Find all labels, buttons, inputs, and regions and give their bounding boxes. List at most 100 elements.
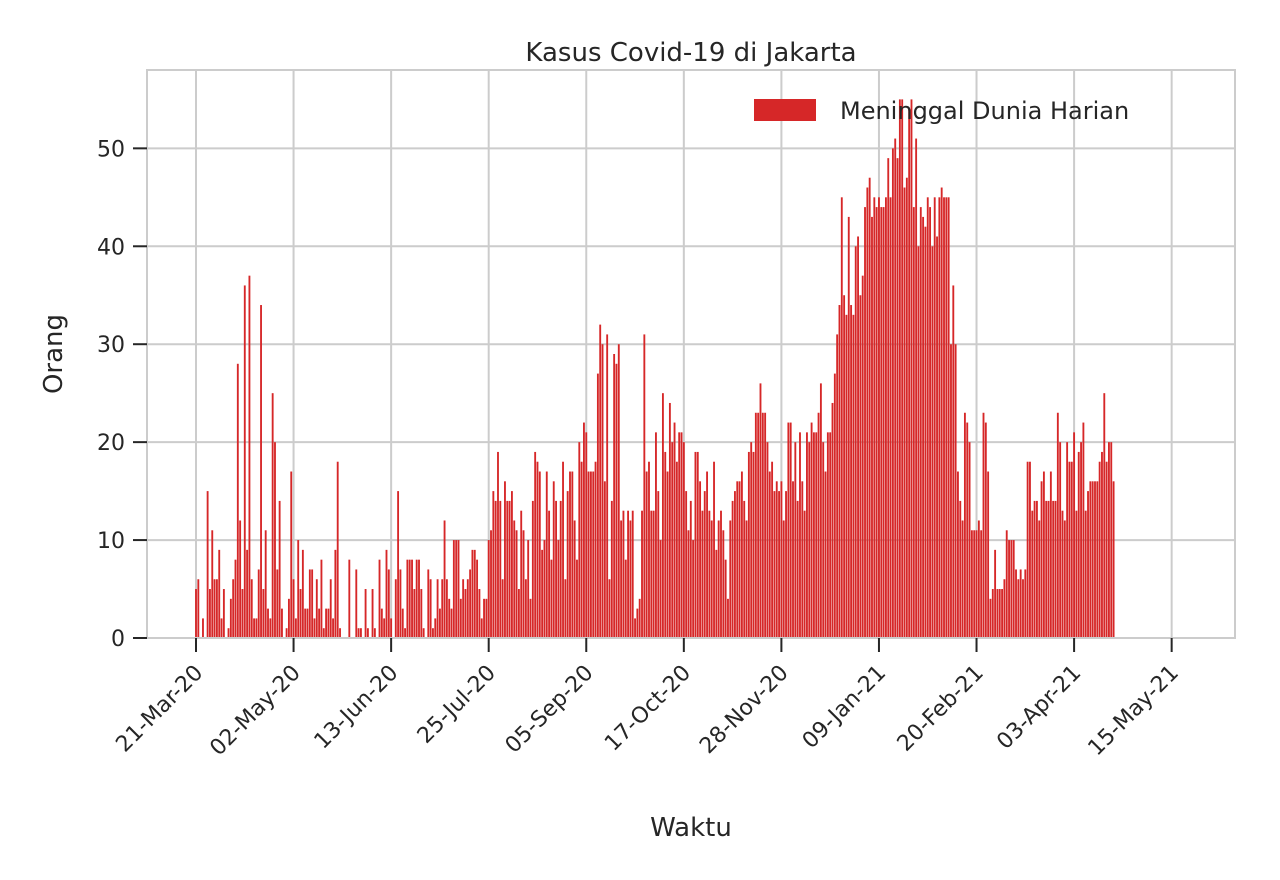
bar	[229, 598, 232, 638]
bar	[861, 275, 864, 638]
bar	[527, 540, 530, 638]
bar	[931, 246, 934, 638]
bar	[1019, 569, 1022, 638]
bar	[253, 618, 256, 638]
bar	[727, 598, 729, 638]
bar	[761, 412, 764, 638]
bar	[936, 236, 938, 639]
bar	[871, 216, 873, 638]
bar	[799, 432, 801, 638]
bar	[896, 158, 899, 638]
bar	[531, 500, 534, 638]
bar	[248, 275, 251, 638]
bar	[508, 500, 511, 638]
bar	[615, 363, 618, 638]
bar	[671, 442, 674, 638]
bar	[664, 451, 667, 638]
bar	[592, 471, 595, 638]
bar	[550, 559, 553, 638]
bar	[713, 461, 715, 638]
bar	[963, 412, 966, 638]
bar	[880, 207, 883, 638]
bar	[889, 197, 892, 638]
bar	[578, 442, 581, 638]
bar	[722, 530, 725, 638]
bar	[833, 373, 836, 638]
bar	[854, 246, 857, 638]
bar	[980, 530, 983, 638]
bar	[564, 579, 567, 638]
bar	[1110, 442, 1113, 638]
bar	[789, 422, 792, 638]
bar	[731, 500, 734, 638]
bar	[415, 559, 418, 638]
bar	[650, 510, 653, 638]
bar	[383, 618, 386, 638]
bar	[499, 500, 502, 638]
bar	[1052, 500, 1055, 638]
bar	[380, 608, 383, 638]
bar	[1033, 500, 1036, 638]
bar	[448, 598, 451, 638]
bar	[687, 530, 690, 638]
bar	[285, 628, 288, 638]
bar	[634, 618, 636, 638]
bar	[1031, 510, 1034, 638]
bar	[817, 412, 820, 638]
bar	[631, 510, 634, 638]
bar	[648, 461, 650, 638]
bar	[236, 363, 239, 638]
bar	[287, 598, 290, 638]
bar	[529, 598, 532, 638]
bar	[703, 491, 706, 638]
bar	[1077, 451, 1080, 638]
bar	[420, 589, 423, 638]
bar	[308, 569, 311, 638]
bar	[629, 520, 632, 638]
bar	[1056, 412, 1059, 638]
bar	[596, 373, 599, 638]
bar	[366, 628, 369, 638]
bar	[603, 481, 606, 638]
bar	[534, 451, 537, 638]
bar	[318, 608, 321, 638]
bar	[794, 442, 797, 638]
bar	[606, 334, 609, 638]
bar	[1001, 589, 1004, 638]
bar	[562, 461, 564, 638]
bar	[922, 216, 925, 638]
bar	[747, 451, 750, 638]
y-axis-title: Orang	[39, 314, 69, 394]
bar	[511, 491, 513, 638]
bar	[1054, 500, 1057, 638]
bar	[682, 442, 685, 638]
bar	[984, 422, 987, 638]
bar	[910, 99, 913, 638]
bar	[1084, 510, 1087, 638]
bar	[1091, 481, 1094, 638]
bar	[852, 314, 855, 638]
bar	[264, 530, 267, 638]
bar	[1070, 461, 1073, 638]
bar	[476, 559, 479, 638]
bar	[994, 549, 997, 638]
legend-swatch	[754, 99, 816, 121]
bar	[750, 442, 753, 638]
bar	[957, 471, 959, 638]
bar	[685, 491, 688, 638]
bar	[276, 569, 279, 638]
bar	[926, 197, 929, 638]
bar	[808, 442, 811, 638]
bar	[520, 510, 523, 638]
bar	[438, 608, 441, 638]
bar	[991, 589, 994, 638]
bar	[555, 500, 557, 638]
bar	[436, 579, 439, 638]
bar	[195, 589, 197, 638]
bar	[938, 197, 941, 638]
bar	[432, 628, 434, 638]
bar	[478, 589, 481, 638]
bar	[715, 549, 718, 638]
bar	[213, 579, 216, 638]
bar	[239, 520, 242, 638]
